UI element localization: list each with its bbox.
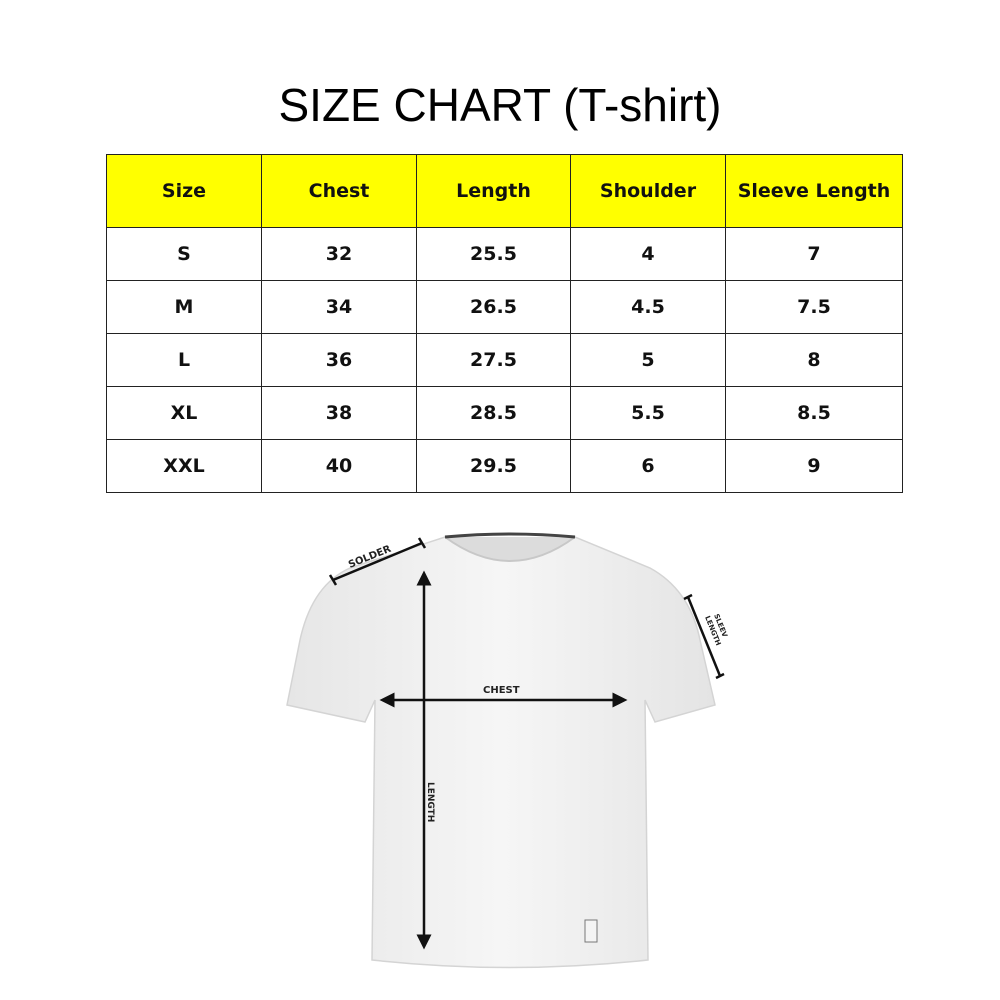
column-header: Sleeve Length xyxy=(725,154,903,228)
table-cell: 28.5 xyxy=(416,386,571,440)
table-cell: 8.5 xyxy=(725,386,903,440)
table-cell: 25.5 xyxy=(416,227,571,281)
table-cell: 40 xyxy=(261,439,417,493)
table-cell: 5.5 xyxy=(570,386,726,440)
table-cell: 8 xyxy=(725,333,903,387)
table-row: L 36 27.5 5 8 xyxy=(106,333,903,387)
table-row: S 32 25.5 4 7 xyxy=(106,227,903,281)
table-row: M 34 26.5 4.5 7.5 xyxy=(106,280,903,334)
size-chart-table: Size Chest Length Shoulder Sleeve Length S 32… xyxy=(106,154,903,493)
table-cell: 34 xyxy=(261,280,417,334)
table-cell: 5 xyxy=(570,333,726,387)
column-header: Chest xyxy=(261,154,417,228)
table-cell: 7 xyxy=(725,227,903,281)
table-cell: 4 xyxy=(570,227,726,281)
neckline xyxy=(444,536,576,562)
shoulder-arrow xyxy=(332,541,423,582)
table-row: XXL 40 29.5 6 9 xyxy=(106,439,903,493)
length-label: LENGTH xyxy=(425,782,435,822)
table-cell: 4.5 xyxy=(570,280,726,334)
column-header: Size xyxy=(106,154,262,228)
column-header: Shoulder xyxy=(570,154,726,228)
column-header: Length xyxy=(416,154,571,228)
table-cell: XXL xyxy=(106,439,262,493)
tshirt-shape xyxy=(286,536,716,969)
table-cell: 9 xyxy=(725,439,903,493)
table-cell: XL xyxy=(106,386,262,440)
table-cell: 29.5 xyxy=(416,439,571,493)
page-title: SIZE CHART (T-shirt) xyxy=(278,79,722,131)
table-cell: 38 xyxy=(261,386,417,440)
sleeve-arrow xyxy=(686,596,722,677)
table-cell: S xyxy=(106,227,262,281)
table-cell: 7.5 xyxy=(725,280,903,334)
table-cell: 26.5 xyxy=(416,280,571,334)
table-cell: L xyxy=(106,333,262,387)
table-row: XL 38 28.5 5.5 8.5 xyxy=(106,386,903,440)
chest-label: CHEST xyxy=(483,685,520,696)
table-cell: 6 xyxy=(570,439,726,493)
table-cell: M xyxy=(106,280,262,334)
table-cell: 36 xyxy=(261,333,417,387)
table-header-row: Size Chest Length Shoulder Sleeve Length xyxy=(106,154,903,228)
table-cell: 27.5 xyxy=(416,333,571,387)
table-cell: 32 xyxy=(261,227,417,281)
label-tag xyxy=(584,919,598,943)
tshirt-diagram: SOLDER CHEST LENGTH SLEEV LENGTH xyxy=(286,532,729,969)
